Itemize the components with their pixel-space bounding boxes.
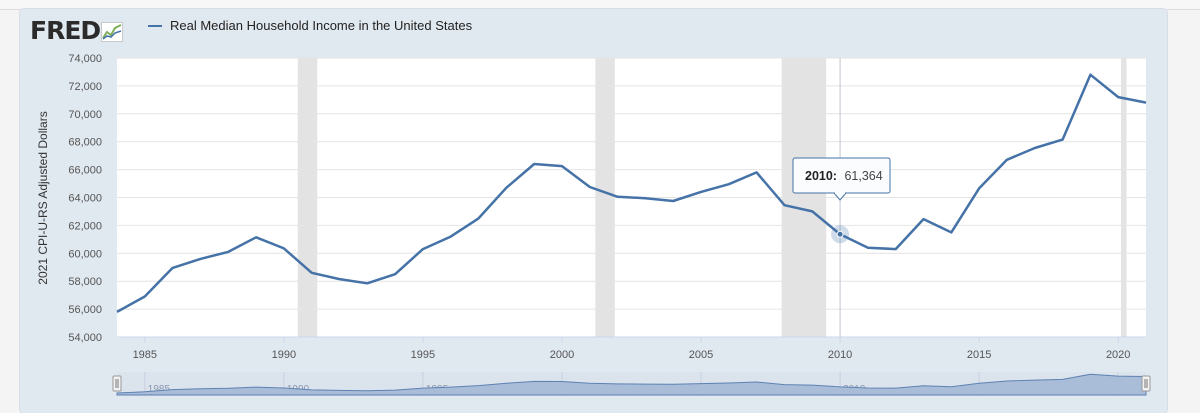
x-tick-label: 1985	[133, 349, 157, 361]
y-tick-label: 56,000	[68, 304, 102, 316]
x-tick-label: 2010	[828, 349, 852, 361]
chart-legend[interactable]: Real Median Household Income in the Unit…	[148, 18, 472, 33]
fred-logo[interactable]: FRED	[30, 15, 124, 45]
navigator-series-area	[116, 373, 1147, 396]
y-axis-label: 2021 CPI-U-RS Adjusted Dollars	[36, 111, 50, 284]
y-tick-label: 70,000	[68, 109, 102, 121]
svg-text:2010: 61,364: 2010: 61,364	[805, 169, 883, 183]
tooltip-value: 61,364	[844, 169, 882, 183]
legend-label: Real Median Household Income in the Unit…	[170, 18, 473, 33]
y-tick-label: 54,000	[68, 332, 102, 344]
x-tick-label: 1995	[411, 349, 435, 361]
x-tick-label: 2000	[550, 349, 574, 361]
x-tick-label: 1990	[272, 349, 296, 361]
y-axis: 54,000 56,000 58,000 60,000 62,000 64,000 66,0…	[68, 53, 102, 344]
navigator-left-handle[interactable]	[112, 375, 122, 392]
legend-swatch	[148, 24, 162, 27]
tooltip-label: 2010:	[805, 169, 837, 183]
y-tick-label: 72,000	[68, 81, 102, 93]
series	[116, 73, 1147, 313]
y-tick-label: 58,000	[68, 276, 102, 288]
x-axis: 1985 1990 1995 2000 2005 2010 2015 2020	[117, 336, 1146, 361]
y-tick-label: 66,000	[68, 165, 102, 177]
y-tick-label: 74,000	[68, 53, 102, 65]
logo-text: FRED	[30, 16, 101, 45]
hover-point	[836, 230, 844, 238]
x-tick-label: 2020	[1106, 349, 1130, 361]
y-tick-label: 62,000	[68, 220, 102, 232]
x-tick-label: 2015	[967, 349, 991, 361]
navigator-right-handle[interactable]	[1141, 375, 1151, 392]
tooltip-pointer	[833, 192, 847, 201]
trend-line-icon	[101, 22, 124, 42]
series-line	[116, 73, 1147, 313]
tooltip: 2010: 61,364	[792, 157, 891, 201]
y-tick-label: 60,000	[68, 248, 102, 260]
y-tick-label: 64,000	[68, 193, 102, 205]
x-tick-label: 2005	[689, 349, 713, 361]
navigator-tick-label: 1985	[148, 384, 171, 395]
y-tick-label: 68,000	[68, 137, 102, 149]
